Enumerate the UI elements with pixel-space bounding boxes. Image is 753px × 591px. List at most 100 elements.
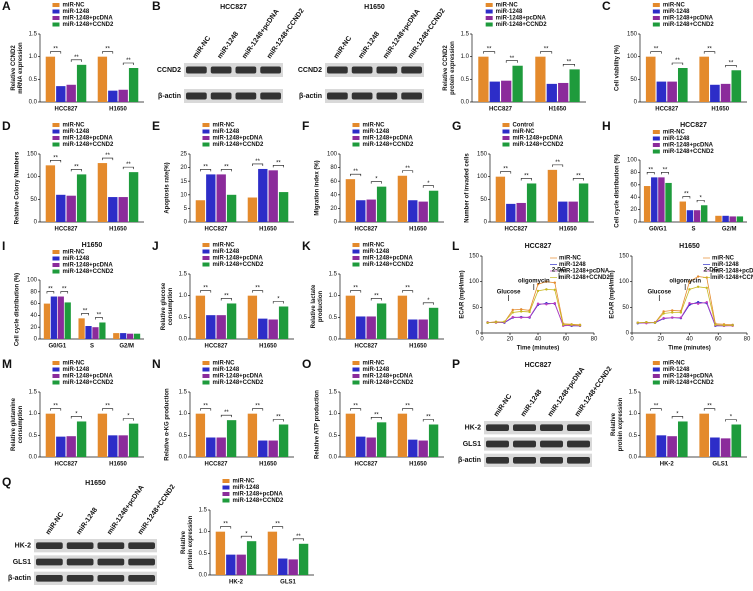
point	[705, 301, 708, 304]
bar	[418, 440, 428, 457]
significance-label: **	[296, 534, 301, 540]
legend-swatch	[202, 129, 210, 134]
significance-label: **	[426, 415, 431, 421]
legend-swatch	[52, 380, 60, 385]
significance-label: **	[374, 412, 379, 418]
bar	[258, 168, 268, 222]
y-tick-label: 0.0	[629, 455, 638, 461]
blot-band	[376, 66, 398, 74]
blot-membrane	[184, 89, 283, 103]
significance-bracket	[252, 290, 264, 293]
blot-band	[66, 558, 94, 566]
blot-title: H1650	[364, 4, 385, 11]
legend-swatch	[502, 142, 510, 147]
y-tick-label: 0	[34, 220, 38, 226]
significance-label: **	[97, 313, 102, 319]
legend-label: miR-1248+CCND2	[712, 275, 753, 281]
significance-bracket	[402, 290, 414, 293]
legend-swatch	[222, 485, 230, 490]
significance-label: **	[53, 404, 58, 410]
significance-label: **	[567, 59, 572, 65]
significance-label: **	[510, 56, 515, 62]
point	[662, 310, 665, 313]
bar	[428, 307, 439, 339]
bar	[64, 302, 71, 339]
significance-label: **	[405, 404, 410, 410]
significance-bracket	[252, 163, 264, 166]
significance-label: **	[105, 153, 110, 159]
panel-letter: B	[152, 0, 161, 13]
legend-label: miR-NC	[512, 129, 535, 135]
point	[671, 311, 674, 314]
x-tick-label: G0/G1	[48, 344, 66, 350]
significance-bracket	[370, 181, 382, 184]
y-tick-label: 1.0	[629, 411, 638, 417]
bar	[715, 215, 722, 222]
point	[545, 280, 548, 283]
y-tick-label: 1.0	[179, 411, 188, 417]
bar	[356, 436, 366, 457]
lane-label: miR-NC	[493, 393, 513, 418]
bar	[85, 326, 92, 339]
legend-swatch	[352, 243, 360, 247]
significance-bracket	[402, 408, 414, 411]
bar	[298, 543, 309, 575]
significance-bracket	[725, 64, 737, 68]
legend-swatch	[202, 380, 210, 385]
y-tick-label: 25	[180, 152, 187, 158]
y-tick-label: 50	[622, 305, 629, 311]
point	[671, 316, 674, 319]
series-line	[637, 286, 733, 326]
significance-bracket	[102, 157, 114, 161]
point	[645, 321, 648, 324]
legend-swatch	[52, 263, 60, 267]
significance-bracket	[703, 51, 716, 54]
bar	[506, 203, 516, 222]
legend-swatch	[652, 374, 660, 378]
legend-swatch	[202, 367, 210, 372]
blot-band	[128, 542, 155, 549]
legend-swatch	[652, 361, 660, 365]
y-tick-label: 0.5	[199, 551, 208, 557]
x-tick-label: HCC827	[354, 227, 378, 233]
bar	[43, 303, 51, 339]
bar	[667, 81, 677, 102]
blot-membrane	[325, 89, 424, 103]
bar	[268, 319, 278, 339]
x-tick-label: H1650	[109, 227, 127, 233]
y-tick-label: 0	[476, 331, 480, 337]
bar	[206, 174, 216, 222]
point	[553, 302, 556, 305]
legend-swatch	[352, 380, 360, 385]
significance-label: **	[707, 404, 712, 410]
legend-swatch	[52, 269, 60, 274]
blot-band	[567, 457, 590, 464]
legend-label: miR-NC	[62, 3, 85, 9]
x-tick-label: G2/M	[722, 227, 737, 233]
x-tick-label: HK-2	[660, 462, 675, 468]
bar	[408, 319, 418, 339]
significance-bracket	[572, 178, 584, 181]
bar	[216, 437, 226, 457]
y-tick-label: 80	[330, 165, 337, 171]
significance-label: **	[684, 192, 689, 198]
bar	[397, 413, 408, 457]
bar	[278, 424, 289, 457]
bar	[376, 186, 387, 222]
blot-band	[351, 92, 373, 100]
blot-band	[486, 424, 509, 431]
blot-band	[486, 457, 509, 464]
bar	[645, 413, 656, 457]
bar	[45, 165, 56, 222]
x-tick-label: 40	[686, 337, 693, 343]
annotation: 2-DG	[552, 268, 567, 274]
y-axis-label: ECAR (mpH/min)	[460, 270, 466, 318]
significance-bracket	[220, 298, 232, 301]
x-tick-label: HCC827	[54, 107, 78, 113]
legend-label: miR-1248	[362, 249, 389, 255]
bar	[128, 172, 139, 222]
significance-bracket	[200, 169, 212, 172]
lane-label: miR-NC	[192, 35, 212, 60]
bar	[108, 197, 118, 222]
y-tick-label: 100	[619, 279, 630, 285]
